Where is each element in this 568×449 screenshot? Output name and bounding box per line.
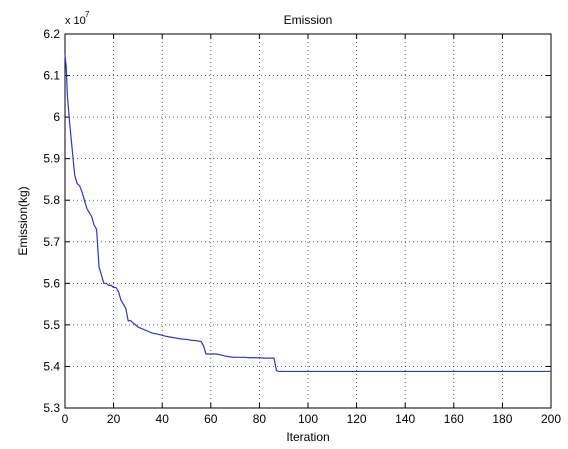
grid-lines — [65, 34, 551, 408]
x-tick-label: 140 — [395, 412, 415, 426]
y-multiplier-exponent: 7 — [85, 10, 90, 19]
x-tick-label: 40 — [156, 412, 170, 426]
x-tick-label: 120 — [347, 412, 367, 426]
plot-background — [65, 34, 551, 408]
tick-marks — [64, 33, 552, 409]
chart-title: Emission — [284, 13, 333, 27]
y-multiplier-label: x 10 — [65, 15, 86, 27]
y-axis-label: Emission(kg) — [16, 186, 30, 255]
x-tick-label: 60 — [204, 412, 218, 426]
y-tick-label: 5.9 — [43, 152, 60, 166]
y-tick-label: 6.2 — [43, 27, 60, 41]
x-tick-labels: 0 20 40 60 80 100 120 140 160 180 200 — [62, 412, 562, 426]
x-axis-label: Iteration — [286, 430, 329, 444]
y-tick-label: 5.7 — [43, 235, 60, 249]
y-tick-label: 6 — [53, 110, 60, 124]
x-tick-label: 80 — [253, 412, 267, 426]
x-tick-label: 160 — [444, 412, 464, 426]
y-tick-label: 5.4 — [43, 359, 60, 373]
x-tick-label: 100 — [298, 412, 318, 426]
y-tick-label: 6.1 — [43, 69, 60, 83]
y-tick-label: 5.6 — [43, 276, 60, 290]
y-tick-labels: 5.3 5.4 5.5 5.6 5.7 5.8 5.9 6 6.1 6.2 — [43, 27, 60, 415]
x-tick-label: 0 — [62, 412, 69, 426]
y-tick-label: 5.3 — [43, 401, 60, 415]
x-tick-label: 180 — [492, 412, 512, 426]
y-tick-label: 5.5 — [43, 318, 60, 332]
y-tick-label: 5.8 — [43, 193, 60, 207]
x-tick-label: 200 — [541, 412, 561, 426]
x-tick-label: 20 — [107, 412, 121, 426]
emission-series-line — [64, 54, 551, 373]
